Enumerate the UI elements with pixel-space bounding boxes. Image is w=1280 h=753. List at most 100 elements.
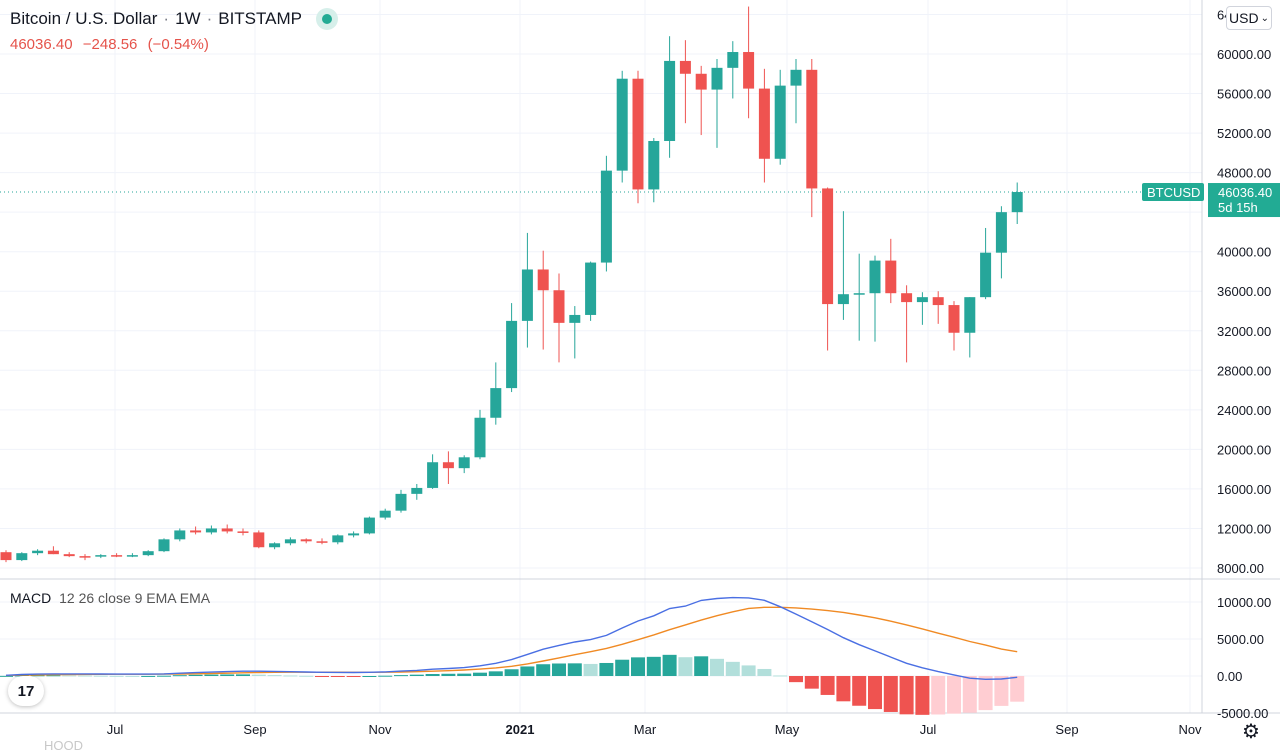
time-tick-label: Nov bbox=[368, 722, 392, 737]
header-separator: · bbox=[163, 9, 170, 28]
macd-histogram-bar bbox=[599, 662, 614, 676]
macd-histogram-bar bbox=[820, 676, 835, 695]
candle-body bbox=[474, 417, 486, 458]
currency-selector[interactable]: USD ⌄ bbox=[1226, 6, 1272, 30]
candle-body bbox=[964, 297, 976, 333]
price-tag-value: 46036.40 bbox=[1218, 185, 1272, 200]
price-tag-bg bbox=[1208, 183, 1280, 218]
macd-histogram-bar bbox=[757, 668, 772, 676]
macd-histogram-bar bbox=[1010, 676, 1025, 702]
macd-histogram-bar bbox=[694, 656, 709, 676]
macd-histogram-bar bbox=[267, 675, 282, 677]
candle-body bbox=[16, 553, 28, 561]
candle-body bbox=[822, 188, 834, 305]
macd-legend[interactable]: MACD 12 26 close 9 EMA EMA bbox=[10, 590, 210, 606]
candle-body bbox=[664, 60, 676, 141]
price-tick-label: 32000.00 bbox=[1217, 324, 1271, 339]
price-axis[interactable]: 8000.00 12000.00 16000.00 20000.00 24000.00 2… bbox=[1217, 7, 1271, 576]
gear-icon[interactable]: ⚙ bbox=[1242, 720, 1260, 743]
candle-body bbox=[442, 462, 454, 469]
symbol-header[interactable]: Bitcoin / U.S. Dollar · 1W · BITSTAMP bbox=[10, 8, 338, 30]
macd-histogram-bar bbox=[868, 676, 882, 710]
candle-body bbox=[221, 528, 233, 532]
macd-axis[interactable]: -5000.00 0.00 5000.00 10000.00 bbox=[1217, 595, 1271, 721]
macd-histogram-bar bbox=[994, 676, 1009, 706]
price-tick-label: 8000.00 bbox=[1217, 561, 1264, 576]
candle-body bbox=[142, 551, 154, 556]
macd-tick-label: 5000.00 bbox=[1217, 632, 1264, 647]
candle-body bbox=[695, 73, 707, 90]
time-axis[interactable]: Jul Sep Nov 2021 Mar May Jul Sep Nov bbox=[107, 722, 1202, 737]
macd-histogram-bar bbox=[62, 675, 77, 677]
macd-histogram-bar bbox=[236, 674, 250, 676]
time-tick-label: Jul bbox=[107, 722, 124, 737]
macd-histogram-bar bbox=[678, 657, 693, 676]
macd-histogram-bar bbox=[378, 675, 393, 677]
candle-body bbox=[205, 528, 217, 533]
symbol-title[interactable]: Bitcoin / U.S. Dollar bbox=[10, 9, 158, 28]
macd-tick-label: 10000.00 bbox=[1217, 595, 1271, 610]
macd-histogram-bar bbox=[899, 676, 914, 715]
candle-body bbox=[47, 550, 59, 555]
candle-body bbox=[837, 294, 849, 305]
macd-histogram-bar bbox=[78, 675, 92, 677]
macd-histogram-bar bbox=[157, 675, 171, 677]
exchange-label[interactable]: BITSTAMP bbox=[218, 9, 302, 28]
interval-label[interactable]: 1W bbox=[175, 9, 201, 28]
candle-body bbox=[63, 554, 75, 557]
price-tick-label: 12000.00 bbox=[1217, 521, 1271, 536]
macd-plot[interactable] bbox=[0, 596, 1025, 715]
macd-histogram-bar bbox=[520, 666, 535, 676]
candle-body bbox=[490, 388, 502, 418]
price-tick-label: 56000.00 bbox=[1217, 87, 1271, 102]
logo-text: 17 bbox=[17, 682, 35, 700]
axis-frames bbox=[0, 0, 1280, 714]
signal-line bbox=[5, 606, 1018, 677]
candle-body bbox=[126, 555, 138, 557]
macd-histogram-bar bbox=[789, 676, 803, 683]
price-plot[interactable] bbox=[0, 6, 1202, 563]
price-tick-label: 24000.00 bbox=[1217, 403, 1271, 418]
candle-body bbox=[284, 539, 296, 544]
macd-histogram-bar bbox=[46, 675, 61, 677]
candle-body bbox=[585, 262, 597, 315]
macd-histogram-bar bbox=[220, 674, 235, 676]
candle-body bbox=[158, 539, 170, 552]
macd-histogram-bar bbox=[488, 671, 503, 676]
macd-histogram-bar bbox=[283, 675, 298, 677]
candle-body bbox=[758, 88, 770, 159]
macd-params: 12 26 close 9 EMA EMA bbox=[59, 590, 211, 606]
macd-histogram-bar bbox=[710, 658, 724, 676]
price-change: −248.56 bbox=[82, 36, 138, 53]
macd-tick-label: 0.00 bbox=[1217, 669, 1242, 684]
macd-histogram-bar bbox=[299, 675, 314, 677]
macd-histogram-bar bbox=[409, 674, 424, 676]
macd-line bbox=[5, 596, 1018, 681]
currency-label: USD bbox=[1229, 10, 1259, 26]
candle-body bbox=[600, 170, 612, 263]
macd-histogram-bar bbox=[346, 676, 361, 677]
macd-histogram-bar bbox=[883, 676, 898, 712]
price-tick-label: 40000.00 bbox=[1217, 245, 1271, 260]
macd-histogram-bar bbox=[631, 657, 645, 676]
price-tick-label: 20000.00 bbox=[1217, 442, 1271, 457]
candle-body bbox=[774, 85, 786, 159]
macd-histogram-bar bbox=[836, 676, 851, 702]
chevron-down-icon: ⌄ bbox=[1260, 12, 1269, 24]
candle-body bbox=[616, 78, 628, 171]
candle-body bbox=[743, 52, 755, 89]
candle-body bbox=[0, 552, 12, 561]
symbol-tag-text: BTCUSD bbox=[1147, 185, 1200, 200]
candle-body bbox=[932, 297, 944, 306]
macd-histogram-bar bbox=[773, 675, 788, 677]
candle-body bbox=[869, 260, 881, 294]
candle-body bbox=[190, 530, 202, 533]
macd-histogram-bar bbox=[14, 675, 29, 677]
tradingview-logo-icon[interactable]: 17 bbox=[8, 676, 44, 706]
candle-body bbox=[269, 543, 281, 548]
macd-histogram-bar bbox=[662, 654, 677, 676]
candle-body bbox=[995, 212, 1007, 253]
time-tick-label: Nov bbox=[1178, 722, 1202, 737]
candle-body bbox=[632, 78, 644, 190]
